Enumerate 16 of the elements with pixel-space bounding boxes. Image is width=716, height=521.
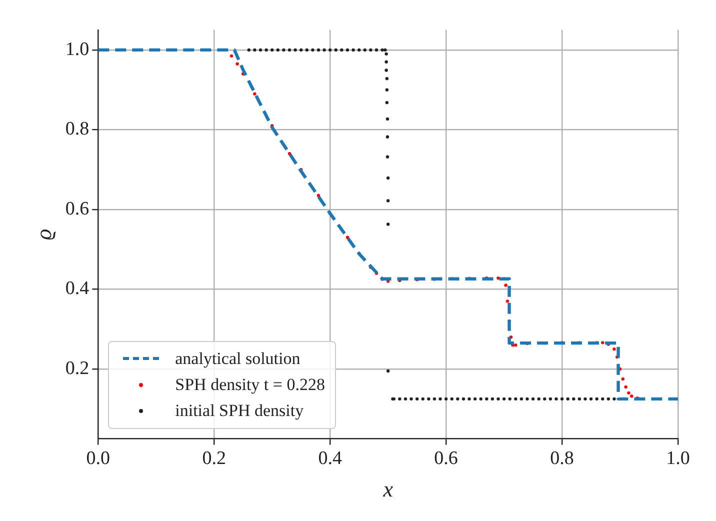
legend-label: initial SPH density [175,400,304,421]
x-tick-label: 0.0 [86,448,110,470]
legend-label: analytical solution [175,348,300,369]
y-tick-label: 0.6 [65,198,90,220]
x-axis-title: x [382,476,394,502]
x-tick-label: 1.0 [666,448,690,470]
x-tick-label: 0.6 [434,448,458,470]
x-tick-label: 0.2 [202,448,226,470]
y-tick-label: 0.2 [65,358,90,379]
y-tick-label: 1.0 [65,38,90,60]
legend-label: SPH density t = 0.228 [175,374,325,395]
y-tick-label: 0.8 [65,118,90,140]
x-tick-label: 0.8 [550,448,574,470]
y-axis-title: ϱ [30,228,56,240]
y-tick-label: 0.4 [65,278,90,300]
x-tick-label: 0.4 [318,448,342,470]
